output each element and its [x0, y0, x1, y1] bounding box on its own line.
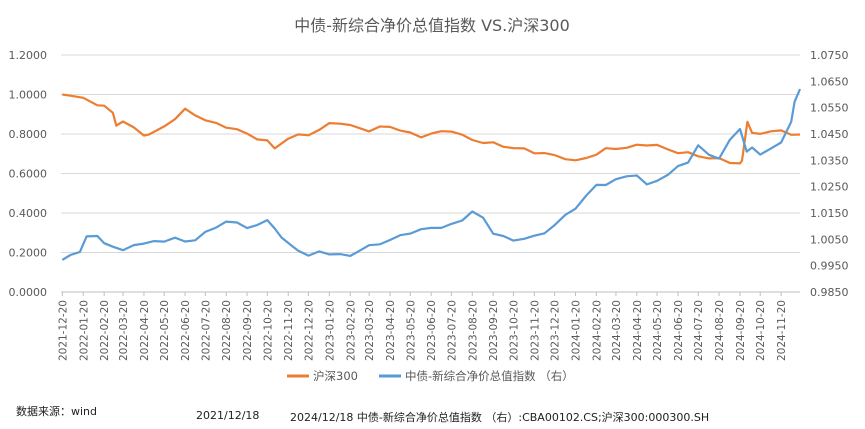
right-axis-tick-label: 1.0350 — [810, 154, 849, 167]
x-tick-label: 2022-12-20 — [303, 300, 315, 361]
x-tick-label: 2023-06-20 — [426, 300, 438, 361]
left-axis-ticks: 0.0000 0.2000 0.4000 0.6000 0.8000 1.0000 1.20… — [9, 49, 48, 299]
series-code-note: 2024/12/18 中债-新综合净价总值指数 （右）:CBA00102.CS;… — [290, 411, 710, 424]
left-axis-tick-label: 1.0000 — [9, 89, 48, 102]
x-tick-label: 2023-12-20 — [550, 300, 562, 361]
data-source-note: 数据来源：wind — [16, 405, 98, 418]
x-tick-label: 2023-05-20 — [405, 300, 417, 361]
x-tick-label: 2024-07-20 — [693, 300, 705, 361]
x-tick-label: 2024-04-20 — [632, 300, 644, 361]
x-tick-label: 2022-03-20 — [118, 300, 130, 361]
left-axis-tick-label: 0.0000 — [9, 286, 48, 299]
chart-title: 中债-新综合净价总值指数 VS.沪深300 — [294, 16, 570, 35]
x-tick-label: 2023-10-20 — [508, 300, 520, 361]
right-axis-tick-label: 1.0450 — [810, 128, 849, 141]
start-date-note: 2021/12/18 — [196, 409, 260, 422]
x-tick-label: 2023-03-20 — [364, 300, 376, 361]
series-line-bond-index — [61, 88, 802, 261]
legend-label: 中债-新综合净价总值指数 （右） — [405, 369, 574, 383]
x-tick-label: 2023-01-20 — [324, 300, 336, 361]
left-axis-tick-label: 0.8000 — [9, 128, 48, 141]
x-tick-label: 2022-07-20 — [200, 300, 212, 361]
series-line-hs300 — [62, 93, 801, 165]
x-tick-label: 2022-05-20 — [159, 300, 171, 361]
x-axis-ticks: 2021-12-20 2022-01-20 2022-02-20 2022-03-20… — [57, 292, 788, 361]
left-axis-tick-label: 0.2000 — [9, 247, 48, 260]
x-tick-label: 2024-01-20 — [570, 300, 582, 361]
x-tick-label: 2022-06-20 — [180, 300, 192, 361]
x-tick-label: 2022-01-20 — [78, 300, 90, 361]
x-tick-label: 2022-10-20 — [262, 300, 274, 361]
x-tick-label: 2022-09-20 — [242, 300, 254, 361]
right-axis-tick-label: 0.9850 — [810, 286, 849, 299]
x-tick-label: 2024-08-20 — [714, 300, 726, 361]
x-tick-label: 2022-08-20 — [221, 300, 233, 361]
x-tick-label: 2023-07-20 — [446, 300, 458, 361]
x-tick-label: 2024-11-20 — [776, 300, 788, 361]
x-tick-label: 2022-02-20 — [99, 300, 111, 361]
legend-label: 沪深300 — [313, 369, 358, 383]
gridlines — [61, 54, 800, 293]
legend: 沪深300 中债-新综合净价总值指数 （右） — [287, 369, 574, 383]
x-tick-label: 2024-03-20 — [611, 300, 623, 361]
right-axis-ticks: 0.9850 0.9950 1.0050 1.0150 1.0250 1.0350 1.04… — [810, 49, 849, 299]
x-tick-label: 2024-09-20 — [735, 300, 747, 361]
x-tick-label: 2024-10-20 — [755, 300, 767, 361]
x-tick-label: 2023-02-20 — [345, 300, 357, 361]
right-axis-tick-label: 1.0650 — [810, 75, 849, 88]
right-axis-tick-label: 1.0250 — [810, 181, 849, 194]
right-axis-tick-label: 1.0050 — [810, 233, 849, 246]
x-tick-label: 2021-12-20 — [57, 300, 69, 361]
x-tick-label: 2024-06-20 — [673, 300, 685, 361]
left-axis-tick-label: 0.4000 — [9, 207, 48, 220]
x-tick-label: 2023-04-20 — [385, 300, 397, 361]
right-axis-tick-label: 1.0150 — [810, 207, 849, 220]
line-chart: 中债-新综合净价总值指数 VS.沪深300 0.0000 0.2000 0.4000… — [9, 16, 849, 383]
right-axis-tick-label: 1.0550 — [810, 102, 849, 115]
x-tick-label: 2022-11-20 — [283, 300, 295, 361]
x-tick-label: 2023-09-20 — [488, 300, 500, 361]
x-tick-label: 2024-02-20 — [591, 300, 603, 361]
left-axis-tick-label: 1.2000 — [9, 49, 48, 62]
right-axis-tick-label: 1.0750 — [810, 49, 849, 62]
x-tick-label: 2023-08-20 — [467, 300, 479, 361]
x-tick-label: 2023-11-20 — [529, 300, 541, 361]
left-axis-tick-label: 0.6000 — [9, 168, 48, 181]
x-tick-label: 2024-05-20 — [652, 300, 664, 361]
series-layer — [61, 88, 802, 261]
right-axis-tick-label: 0.9950 — [810, 260, 849, 273]
x-tick-label: 2022-04-20 — [139, 300, 151, 361]
